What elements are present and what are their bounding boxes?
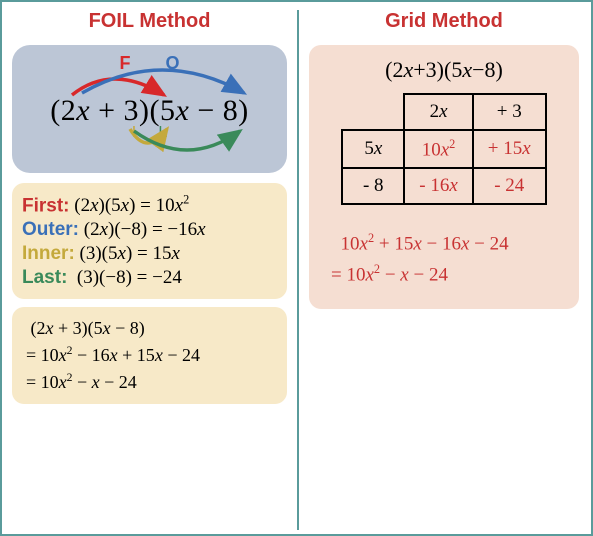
grid-expression: (2x+3)(5x−8): [323, 57, 565, 83]
cell-15x: + 15x: [473, 130, 546, 168]
cell-head-2x: 2x: [404, 94, 473, 130]
step-outer-expr: (2x)(−8) = −16x: [84, 219, 206, 240]
arc-f: [72, 79, 164, 95]
table-row: 5x 10x2 + 15x: [342, 130, 545, 168]
cell-m16x: - 16x: [404, 168, 473, 204]
step-first-label: First:: [22, 195, 70, 216]
cell-10x2: 10x2: [404, 130, 473, 168]
cell-blank: [342, 94, 404, 130]
grid-box: (2x+3)(5x−8) 2x + 3 5x 10x2 + 15x - 8 - …: [309, 45, 579, 309]
foil-top-labels: F O: [22, 53, 277, 74]
step-inner-expr: (3)(5x) = 15x: [80, 243, 180, 264]
column-divider: [297, 10, 299, 530]
label-l: L: [158, 124, 167, 141]
step-last-label: Last:: [22, 267, 67, 288]
foil-title: FOIL Method: [12, 10, 287, 33]
table-row: 2x + 3: [342, 94, 545, 130]
foil-expression: (2x + 3)(5x − 8): [22, 94, 277, 128]
cell-m24: - 24: [473, 168, 546, 204]
grid-column: Grid Method (2x+3)(5x−8) 2x + 3 5x 10x2 …: [297, 2, 591, 534]
step-first-expr: (2x)(5x) = 10x2: [74, 195, 189, 216]
label-i: I: [132, 124, 136, 141]
foil-expression-box: F O (2x + 3)(5x − 8) I: [12, 45, 287, 173]
foil-result-line2: = 10x2 − 16x + 15x − 24: [26, 342, 273, 369]
step-last: Last: (3)(−8) = −24: [22, 267, 277, 289]
label-o: O: [166, 53, 180, 73]
foil-column: FOIL Method F O (2x + 3)(5x − 8): [2, 2, 297, 534]
grid-result: 10x2 + 15x − 16x − 24 = 10x2 − x − 24: [323, 229, 565, 290]
grid-result-line2: = 10x2 − x − 24: [331, 260, 565, 291]
step-outer: Outer: (2x)(−8) = −16x: [22, 219, 277, 241]
foil-steps-box: First: (2x)(5x) = 10x2 Outer: (2x)(−8) =…: [12, 183, 287, 299]
grid-title: Grid Method: [309, 10, 579, 33]
foil-result-box: (2x + 3)(5x − 8) = 10x2 − 16x + 15x − 24…: [12, 307, 287, 404]
step-inner: Inner: (3)(5x) = 15x: [22, 243, 277, 265]
step-first: First: (2x)(5x) = 10x2: [22, 193, 277, 217]
foil-result-line1: (2x + 3)(5x − 8): [26, 315, 273, 342]
grid-result-line1: 10x2 + 15x − 16x − 24: [331, 229, 565, 260]
cell-m8: - 8: [342, 168, 404, 204]
step-last-expr: (3)(−8) = −24: [72, 267, 182, 288]
grid-table: 2x + 3 5x 10x2 + 15x - 8 - 16x - 24: [341, 93, 546, 205]
cell-5x: 5x: [342, 130, 404, 168]
foil-result-line3: = 10x2 − x − 24: [26, 369, 273, 396]
table-row: - 8 - 16x - 24: [342, 168, 545, 204]
cell-head-3: + 3: [473, 94, 546, 130]
label-f: F: [119, 53, 130, 73]
step-outer-label: Outer:: [22, 219, 79, 240]
figure: FOIL Method F O (2x + 3)(5x − 8): [0, 0, 593, 536]
step-inner-label: Inner:: [22, 243, 75, 264]
